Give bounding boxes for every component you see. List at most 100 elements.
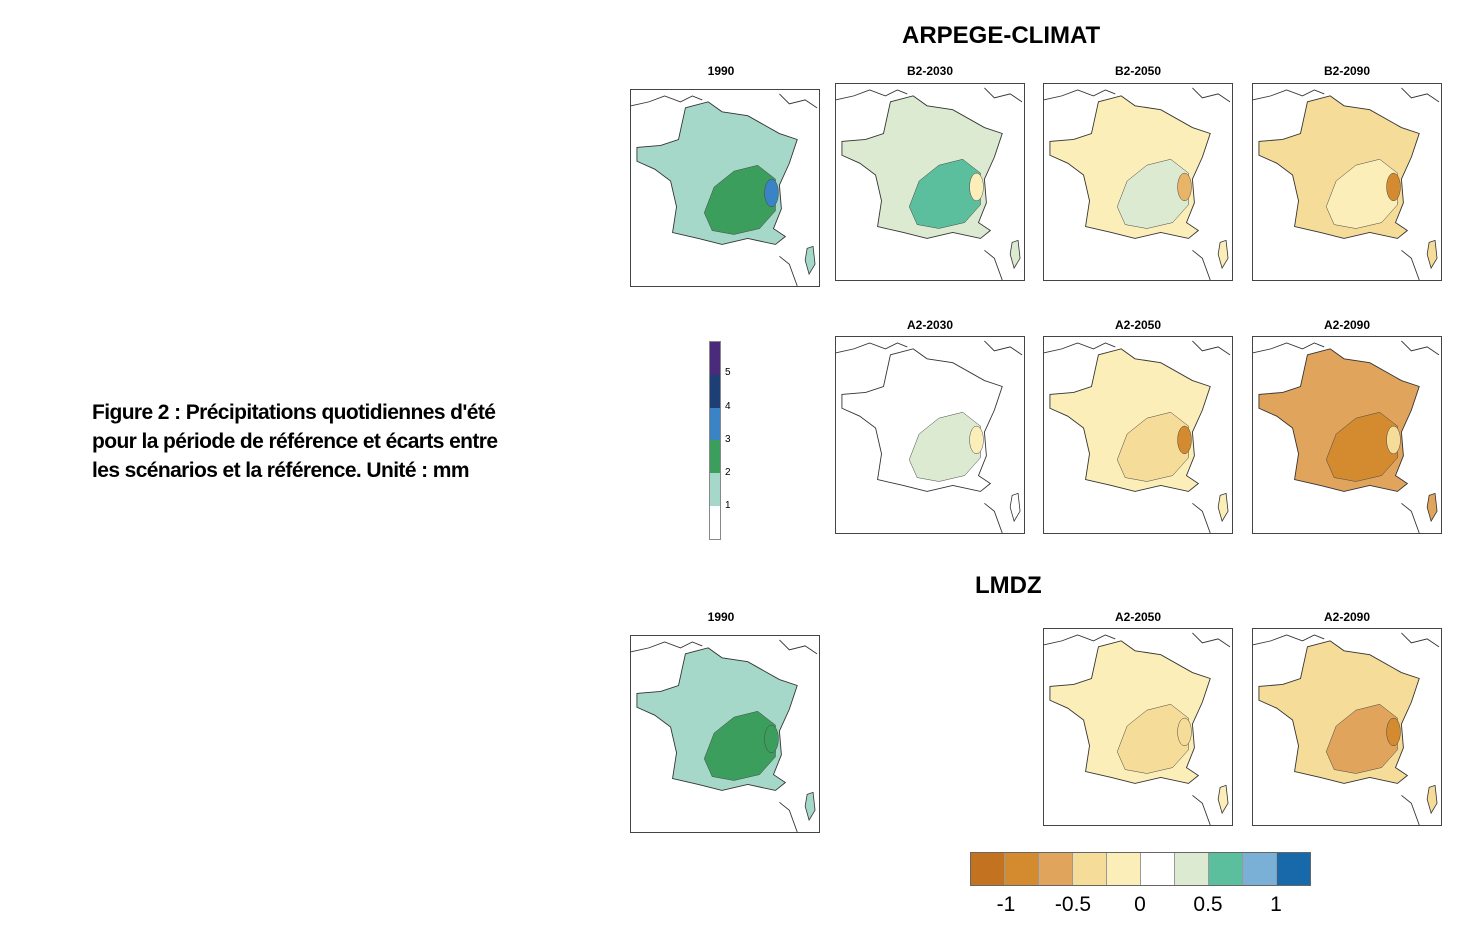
panel-title-arpege-a2-2090: A2-2090 (1323, 318, 1371, 332)
anomaly-spot (1386, 717, 1401, 747)
map-arpege-1990 (630, 89, 820, 287)
coastline (779, 255, 798, 286)
coastline (1401, 340, 1440, 356)
anomaly-spot (1386, 425, 1401, 455)
horizontal-scale-swatch (1141, 853, 1175, 885)
corsica-outline (1009, 492, 1021, 523)
france-map-icon (631, 93, 818, 286)
panel-title-arpege-b2-2030: B2-2030 (906, 64, 954, 78)
corsica-outline (1426, 492, 1438, 523)
anomaly-region (1325, 703, 1398, 774)
panel-title-arpege-a2-2050: A2-2050 (1114, 318, 1162, 332)
france-map-icon (836, 340, 1023, 533)
vertical-color-scale (709, 341, 721, 540)
corsica-outline (1426, 239, 1438, 270)
horizontal-scale-swatch (1039, 853, 1073, 885)
corsica-outline (1217, 239, 1229, 270)
map-arpege-b2-2050 (1043, 83, 1233, 281)
anomaly-spot (969, 425, 984, 455)
corsica-outline (1217, 492, 1229, 523)
france-map-icon (1253, 340, 1440, 533)
france-map-icon (1044, 340, 1231, 533)
vertical-scale-swatch (710, 473, 720, 507)
coastline (1192, 340, 1231, 356)
panel-title-lmdz-a2-2090: A2-2090 (1323, 610, 1371, 624)
anomaly-region (1116, 411, 1189, 482)
anomaly-spot (969, 172, 984, 202)
arpege-title: ARPEGE-CLIMAT (902, 22, 1101, 49)
coastline (631, 641, 703, 653)
coastline (1192, 87, 1231, 103)
horizontal-scale-tick: 0 (1134, 893, 1146, 916)
anomaly-spot (764, 724, 779, 754)
horizontal-scale-swatch (1005, 853, 1039, 885)
vertical-scale-tick: 2 (725, 467, 731, 478)
anomaly-spot (1177, 172, 1192, 202)
horizontal-scale-tick: 0.5 (1193, 893, 1223, 916)
vertical-scale-tick: 4 (725, 401, 731, 412)
vertical-scale-swatch (710, 407, 720, 441)
anomaly-region (703, 164, 776, 235)
anomaly-region (1116, 703, 1189, 774)
anomaly-region (1325, 411, 1398, 482)
lmdz-title: LMDZ (975, 572, 1042, 599)
vertical-scale-swatch (710, 342, 720, 375)
vertical-scale-swatch (710, 506, 720, 539)
panel-title-arpege-1990: 1990 (707, 64, 735, 78)
france-map-icon (1253, 632, 1440, 825)
map-lmdz-a2-2050 (1043, 628, 1233, 826)
horizontal-scale-swatch (1073, 853, 1107, 885)
corsica-outline (1217, 784, 1229, 815)
anomaly-region (1325, 158, 1398, 229)
panel-title-arpege-b2-2090: B2-2090 (1323, 64, 1371, 78)
france-map-icon (836, 87, 1023, 280)
map-lmdz-1990 (630, 635, 820, 833)
coastline (779, 639, 818, 655)
vertical-scale-swatch (710, 440, 720, 474)
map-arpege-b2-2090 (1252, 83, 1442, 281)
anomaly-spot (1177, 425, 1192, 455)
france-map-icon (1044, 87, 1231, 280)
panel-title-lmdz-a2-2050: A2-2050 (1114, 610, 1162, 624)
coastline (1044, 342, 1116, 354)
panel-title-arpege-a2-2030: A2-2030 (906, 318, 954, 332)
map-arpege-a2-2050 (1043, 336, 1233, 534)
horizontal-scale-swatch (1107, 853, 1141, 885)
vertical-scale-tick: 1 (725, 500, 731, 511)
coastline (1401, 794, 1420, 825)
coastline (1401, 632, 1440, 648)
anomaly-region (908, 158, 981, 229)
horizontal-scale-swatch (971, 853, 1005, 885)
coastline (1253, 342, 1325, 354)
coastline (1192, 502, 1211, 533)
anomaly-region (1116, 158, 1189, 229)
map-lmdz-a2-2090 (1252, 628, 1442, 826)
horizontal-scale-swatch (1243, 853, 1277, 885)
france-map-icon (631, 639, 818, 832)
caption-line-2: pour la période de référence et écarts e… (92, 430, 498, 453)
horizontal-color-scale (970, 852, 1311, 886)
coastline (779, 93, 818, 109)
coastline (984, 249, 1003, 280)
coastline (1401, 249, 1420, 280)
horizontal-scale-tick: -0.5 (1054, 893, 1092, 916)
coastline (984, 87, 1023, 103)
vertical-scale-swatch (710, 374, 720, 408)
map-arpege-a2-2030 (835, 336, 1025, 534)
horizontal-scale-tick: -1 (996, 893, 1016, 916)
coastline (984, 340, 1023, 356)
coastline (1253, 89, 1325, 101)
corsica-outline (1426, 784, 1438, 815)
coastline (836, 342, 908, 354)
horizontal-scale-swatch (1175, 853, 1209, 885)
map-arpege-a2-2090 (1252, 336, 1442, 534)
anomaly-region (908, 411, 981, 482)
panel-title-arpege-b2-2050: B2-2050 (1114, 64, 1162, 78)
coastline (984, 502, 1003, 533)
coastline (1192, 632, 1231, 648)
france-map-icon (1253, 87, 1440, 280)
coastline (779, 801, 798, 832)
horizontal-scale-tick: 1 (1270, 893, 1282, 916)
panel-title-lmdz-1990: 1990 (707, 610, 735, 624)
coastline (836, 89, 908, 101)
